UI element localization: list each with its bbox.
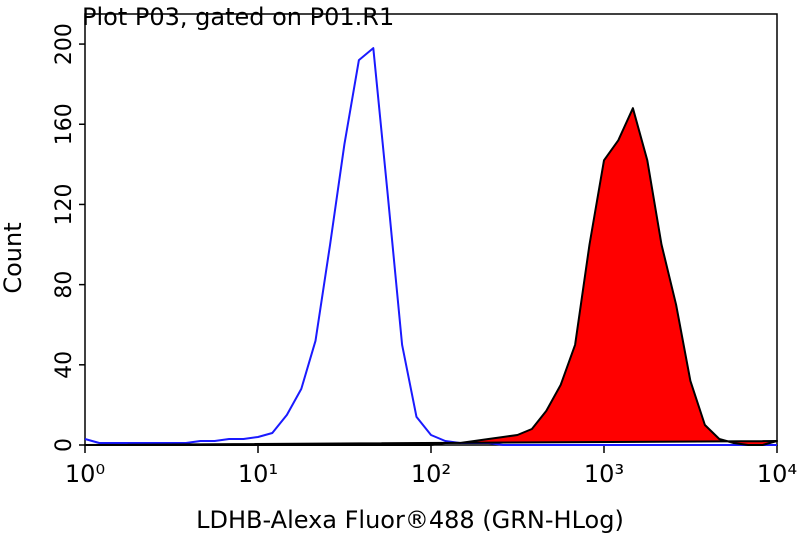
y-tick-label: 160 bbox=[52, 103, 77, 145]
x-axis-label: LDHB-Alexa Fluor®488 (GRN-HLog) bbox=[196, 506, 624, 534]
y-tick-label: 80 bbox=[52, 271, 77, 299]
x-tick-label: 10¹ bbox=[238, 460, 278, 488]
x-tick-label: 10⁴ bbox=[757, 460, 797, 488]
y-tick-label: 0 bbox=[52, 438, 77, 452]
histogram-line bbox=[84, 47, 777, 446]
x-tick-label: 10⁰ bbox=[65, 460, 105, 488]
filled-histogram bbox=[84, 107, 778, 446]
y-tick-label: 200 bbox=[52, 23, 77, 65]
x-tick-label: 10² bbox=[411, 460, 451, 488]
y-tick-label: 120 bbox=[52, 183, 77, 225]
y-tick-label: 40 bbox=[52, 351, 77, 379]
chart-title: Plot P03, gated on P01.R1 bbox=[82, 3, 394, 31]
x-tick-label: 10³ bbox=[584, 460, 624, 488]
y-axis-label: Count bbox=[0, 222, 27, 293]
